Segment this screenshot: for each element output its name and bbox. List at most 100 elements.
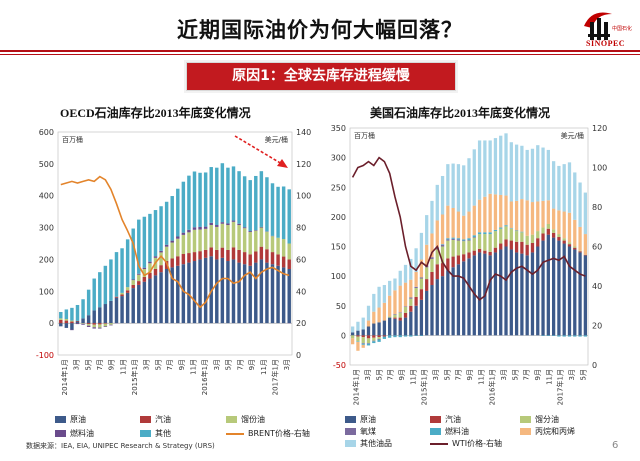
bar-segment-fuel_oil — [109, 324, 113, 326]
bar-segment-gasoline — [153, 268, 158, 276]
bar-segment-other — [203, 172, 208, 227]
x-tick-label: 7月 — [455, 369, 463, 380]
y-tick-label: 200 — [39, 255, 54, 264]
bar-segment-kerosene — [366, 343, 371, 344]
bar-segment-fuel_oil — [372, 341, 376, 344]
bar-segment-distillate — [562, 238, 566, 241]
bar-segment-crude — [287, 268, 291, 324]
header-rule-thin — [0, 54, 640, 55]
bar-segment-other — [153, 210, 158, 257]
bar-segment-gasoline — [514, 241, 519, 253]
bar-segment-distillate — [388, 316, 392, 318]
legend-swatch — [140, 416, 151, 423]
y2-tick-label: 0 — [592, 361, 597, 370]
bar-segment-distillate — [203, 228, 208, 250]
bar-segment-distillate — [159, 252, 163, 266]
bar-segment-gasoline — [86, 323, 91, 325]
bar-segment-other_products — [504, 133, 508, 196]
bar-segment-kerosene — [440, 244, 445, 247]
bar-segment-propane — [382, 302, 387, 321]
x-tick-label: 7月 — [523, 369, 531, 380]
bar-segment-distillate — [525, 235, 529, 245]
price-line-wti — [351, 156, 586, 301]
bar-segment-crude — [192, 261, 197, 324]
bar-segment-other_products — [493, 138, 498, 195]
bar-segment-propane — [462, 215, 466, 240]
bar-segment-other — [220, 163, 225, 223]
bar-segment-fuel_oil — [203, 226, 208, 229]
bar-segment-gasoline — [170, 258, 174, 268]
bar-segment-crude — [472, 255, 476, 336]
bar-segment-distillate — [419, 278, 424, 290]
bar-segment-other_products — [393, 278, 397, 291]
x-tick-label: 11月 — [545, 369, 553, 385]
bar-segment-propane — [440, 214, 445, 245]
x-tick-label: 3月 — [500, 369, 508, 380]
bar-segment-propane — [419, 259, 424, 278]
y-tick-label: 0 — [49, 319, 54, 328]
bar-segment-propane — [456, 211, 461, 239]
y-tick-label: -100 — [36, 351, 54, 360]
bar-segment-fuel_oil — [377, 339, 381, 342]
bar-segment-propane — [557, 210, 561, 235]
bar-segment-fuel_oil — [567, 335, 572, 337]
page-number: 6 — [612, 440, 619, 451]
bar-segment-distillate — [398, 312, 402, 318]
x-tick-label: 2015年1月 — [130, 359, 139, 395]
bar-segment-distillate — [176, 238, 180, 257]
bar-segment-distillate — [209, 225, 213, 248]
bar-segment-gasoline — [114, 296, 119, 298]
bar-segment-other_products — [562, 164, 566, 212]
bar-segment-crude — [509, 249, 513, 336]
bar-segment-distillate — [477, 234, 482, 249]
bar-segment-other_products — [456, 164, 461, 212]
bar-segment-crude — [398, 320, 402, 336]
bar-segment-gasoline — [103, 323, 108, 324]
bar-segment-fuel_oil — [557, 335, 561, 337]
x-tick-label: 5月 — [375, 369, 383, 380]
x-tick-label: 2017年1月 — [271, 359, 280, 395]
bar-segment-other — [254, 175, 258, 231]
bar-segment-crude — [159, 272, 163, 324]
bar-segment-distillate — [59, 318, 63, 320]
legend-oecd-gasoline: 汽油 — [140, 414, 171, 425]
x-tick-label: 9月 — [178, 359, 186, 370]
bar-segment-crude — [220, 257, 225, 324]
y2-tick-label: 20 — [592, 322, 602, 331]
bar-segment-gasoline — [546, 228, 550, 235]
bar-segment-gasoline — [414, 296, 418, 306]
bar-segment-gasoline — [281, 256, 286, 268]
header-rule — [0, 50, 640, 52]
x-tick-label: 2017年1月 — [556, 369, 565, 405]
bar-segment-other_products — [446, 164, 450, 206]
bar-segment-distillate — [81, 323, 85, 324]
bar-segment-propane — [467, 211, 471, 239]
y-tick-label: 0 — [341, 331, 346, 340]
bar-segment-fuel_oil — [382, 336, 387, 339]
bar-segment-crude — [573, 249, 577, 336]
bar-segment-other — [59, 311, 63, 319]
x-tick-label: 7月 — [96, 359, 104, 370]
bar-segment-fuel_oil — [509, 228, 513, 229]
bar-segment-other — [120, 248, 124, 293]
bar-segment-gasoline — [509, 240, 513, 250]
bar-segment-distillate — [499, 228, 503, 244]
y-tick-label: -50 — [333, 361, 346, 370]
bar-segment-other_products — [583, 192, 587, 235]
x-tick-label: 3月 — [213, 359, 221, 370]
bar-segment-crude — [409, 311, 413, 336]
bar-segment-fuel_oil — [86, 325, 91, 327]
data-source: 数据来源：IEA, EIA, UNIPEC Research & Strateg… — [26, 442, 215, 450]
x-tick-label: 9月 — [398, 369, 406, 380]
bar-segment-other_products — [520, 145, 524, 200]
y2-tick-label: 80 — [592, 203, 602, 212]
bar-segment-other — [287, 189, 291, 244]
bar-segment-fuel_oil — [356, 341, 360, 342]
y-tick-label: 250 — [331, 183, 346, 192]
bar-segment-kerosene — [398, 312, 402, 313]
bar-segment-crude — [525, 255, 529, 336]
x-tick-label: 11月 — [409, 369, 417, 385]
bar-segment-gasoline — [377, 335, 381, 338]
bar-segment-distillate — [270, 236, 275, 253]
bar-segment-gasoline — [287, 259, 291, 269]
